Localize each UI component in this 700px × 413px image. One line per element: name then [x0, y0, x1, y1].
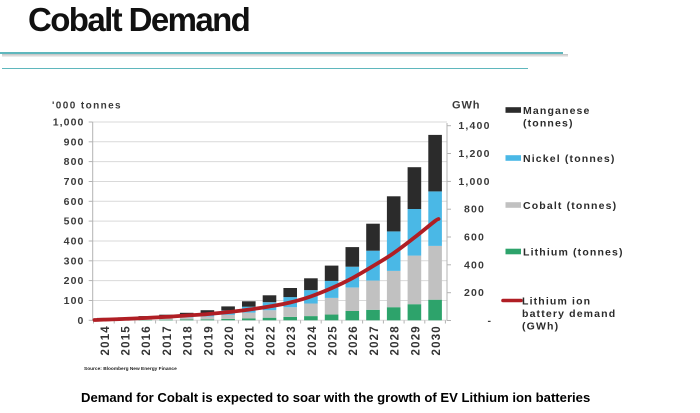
svg-text:2024: 2024 [307, 325, 319, 355]
svg-text:900: 900 [64, 136, 85, 148]
svg-text:2018: 2018 [183, 325, 195, 355]
svg-text:1,400: 1,400 [458, 120, 490, 132]
svg-text:2019: 2019 [203, 325, 215, 355]
svg-text:2026: 2026 [348, 325, 360, 355]
svg-text:2022: 2022 [265, 325, 277, 355]
svg-text:(tonnes): (tonnes) [523, 118, 574, 130]
svg-text:Source: Bloomberg New Energy F: Source: Bloomberg New Energy Finance [84, 366, 177, 372]
svg-text:(GWh): (GWh) [522, 321, 559, 333]
svg-text:800: 800 [464, 204, 485, 216]
svg-text:700: 700 [64, 176, 85, 188]
svg-text:2021: 2021 [245, 325, 257, 355]
svg-text:500: 500 [64, 216, 85, 228]
svg-text:2028: 2028 [390, 325, 402, 355]
svg-text:Cobalt (tonnes): Cobalt (tonnes) [523, 200, 617, 212]
svg-text:2015: 2015 [121, 325, 133, 355]
svg-text:2030: 2030 [431, 325, 443, 355]
svg-text:battery demand: battery demand [522, 308, 616, 320]
svg-text:800: 800 [64, 156, 85, 168]
svg-text:2017: 2017 [162, 325, 174, 355]
svg-text:1,000: 1,000 [53, 117, 85, 129]
svg-text:1,200: 1,200 [458, 148, 490, 160]
svg-text:-: - [487, 315, 492, 327]
svg-text:600: 600 [64, 196, 85, 208]
svg-text:100: 100 [64, 295, 85, 307]
svg-text:400: 400 [464, 259, 485, 271]
svg-text:0: 0 [78, 315, 85, 327]
svg-text:400: 400 [64, 236, 85, 248]
svg-text:2027: 2027 [369, 325, 381, 355]
svg-text:Nickel (tonnes): Nickel (tonnes) [523, 153, 616, 165]
svg-text:2014: 2014 [100, 325, 112, 355]
svg-text:2023: 2023 [286, 325, 298, 355]
svg-text:'000 tonnes: '000 tonnes [52, 101, 122, 112]
svg-text:200: 200 [64, 275, 85, 287]
svg-text:Manganese: Manganese [523, 105, 591, 117]
svg-text:2016: 2016 [141, 325, 153, 355]
svg-text:Lithium ion: Lithium ion [522, 296, 591, 308]
svg-text:2029: 2029 [410, 325, 422, 355]
svg-text:Lithium (tonnes): Lithium (tonnes) [523, 247, 624, 259]
svg-text:300: 300 [64, 255, 85, 267]
svg-text:2025: 2025 [328, 325, 340, 355]
svg-text:200: 200 [464, 287, 485, 299]
svg-text:600: 600 [464, 232, 485, 244]
svg-text:1,000: 1,000 [458, 176, 490, 188]
svg-text:2020: 2020 [224, 325, 236, 355]
svg-text:GWh: GWh [452, 100, 480, 112]
